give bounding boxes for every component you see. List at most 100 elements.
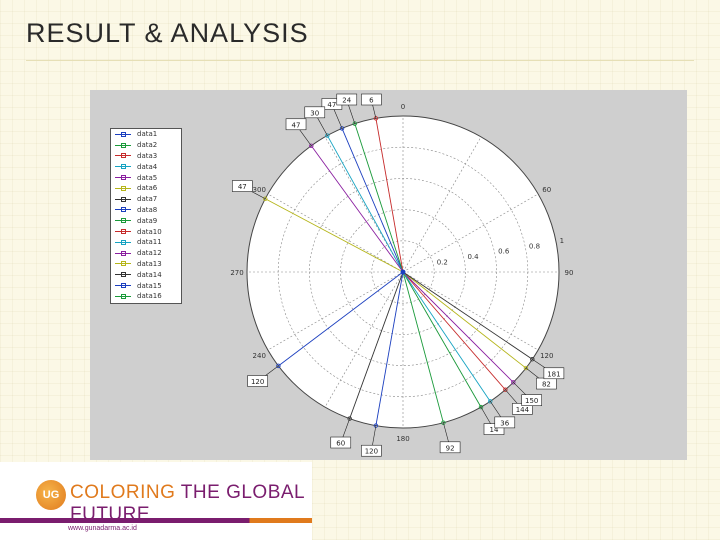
series-marker [373, 423, 379, 428]
legend-entry: data6 [111, 183, 181, 194]
legend-label: data3 [137, 151, 158, 160]
callout-box [521, 394, 542, 406]
series-marker [309, 143, 314, 148]
legend-entry: data5 [111, 172, 181, 183]
callout-box [304, 106, 326, 119]
series-ray [402, 271, 444, 423]
footer-logo: UG COLORING THE GLOBAL FUTURE www.gunada… [0, 462, 312, 540]
legend-entry: data3 [111, 151, 181, 162]
series-ray [375, 118, 404, 273]
callout-box [361, 93, 382, 106]
series-ray [375, 271, 404, 426]
legend-label: data6 [137, 184, 158, 193]
callout-box [439, 441, 461, 454]
polar-chart-figure: 0 60 90 120 180 240 270 300 1 0.8 0.6 0.4 0.2 47 24 6 30… [90, 90, 687, 460]
polar-chart: 0 60 90 120 180 240 270 300 1 0.8 0.6 0.4 0.2 47 24 6 30… [230, 93, 574, 457]
legend-swatch [115, 272, 131, 278]
callout-label: 47 [327, 101, 336, 109]
legend-label: data14 [137, 270, 162, 279]
series-marker [347, 416, 352, 421]
angle-tick-label: 90 [565, 269, 574, 277]
series-marker [325, 133, 330, 138]
slide-title: RESULT & ANALYSIS [26, 18, 309, 48]
angle-tick-label: 180 [396, 435, 409, 443]
logo-word-a: COLORING [70, 482, 176, 503]
legend-swatch [115, 293, 131, 299]
callout-label: 6 [369, 97, 374, 105]
legend-label: data11 [137, 238, 162, 247]
angle-tick-label: 240 [253, 352, 266, 360]
polar-spoke [402, 271, 539, 351]
series-ray [402, 271, 491, 402]
callout-label: 24 [342, 97, 351, 105]
angle-tick-label: 60 [542, 186, 551, 194]
legend-label: data2 [137, 141, 158, 150]
radial-tick-label: 1 [560, 237, 564, 245]
angle-tick-label: 0 [401, 103, 405, 111]
callout-label: 14 [490, 426, 499, 434]
series-marker [352, 121, 357, 126]
polar-ring [371, 240, 435, 304]
series-marker [523, 365, 529, 371]
callout-box [336, 93, 358, 106]
series-ray [402, 271, 533, 360]
callout-label: 181 [547, 370, 560, 378]
legend-label: data10 [137, 227, 162, 236]
legend-label: data13 [137, 259, 162, 268]
polar-center [400, 269, 406, 275]
callout-box [232, 180, 253, 192]
legend-swatch [115, 261, 131, 267]
series-ray [402, 271, 527, 369]
callout-label: 120 [251, 378, 264, 386]
series-marker [478, 404, 484, 410]
series-ray [402, 271, 482, 408]
legend-label: data12 [137, 249, 162, 258]
legend-swatch [115, 239, 131, 245]
callout-label: 47 [292, 121, 301, 129]
legend-swatch [115, 131, 131, 137]
series-marker [503, 387, 508, 392]
series-ray [341, 128, 404, 273]
series-ray [310, 145, 404, 273]
legend-entry: data2 [111, 140, 181, 151]
logo-badge: UG [36, 480, 66, 510]
legend-entry: data12 [111, 248, 181, 259]
callout-box [543, 367, 565, 380]
legend-entry: data13 [111, 259, 181, 270]
series-marker [530, 357, 535, 362]
callout-label: 92 [446, 444, 455, 452]
series-ray [354, 123, 404, 273]
legend-swatch [115, 229, 131, 235]
legend-entry: data16 [111, 291, 181, 302]
series-marker [276, 363, 281, 369]
legend-label: data5 [137, 173, 158, 182]
legend-entry: data14 [111, 269, 181, 280]
callout-box [494, 416, 516, 429]
callout-box [361, 444, 382, 457]
callout-box [330, 436, 352, 449]
series-ray [402, 271, 506, 391]
series-ray [402, 271, 514, 383]
legend-swatch [115, 283, 131, 289]
callout-label: 144 [516, 406, 530, 414]
legend-label: data8 [137, 205, 158, 214]
series-ray [278, 271, 404, 367]
callout-label: 60 [336, 440, 345, 448]
legend-entry: data8 [111, 205, 181, 216]
series-marker [441, 420, 446, 425]
legend-entry: data7 [111, 194, 181, 205]
callout-label: 150 [525, 397, 538, 405]
radial-tick-label: 0.8 [529, 242, 540, 250]
logo-bar [0, 518, 312, 523]
legend-label: data16 [137, 292, 162, 301]
legend-swatch [115, 153, 131, 159]
callout-box [483, 423, 505, 435]
angle-tick-label: 300 [253, 186, 266, 194]
radial-tick-label: 0.4 [467, 253, 479, 261]
series-ray [326, 135, 404, 273]
callout-label: 30 [310, 109, 319, 117]
legend-label: data4 [137, 162, 158, 171]
legend-entry: data1 [111, 129, 181, 140]
series-marker [373, 116, 379, 121]
legend-swatch [115, 142, 131, 148]
